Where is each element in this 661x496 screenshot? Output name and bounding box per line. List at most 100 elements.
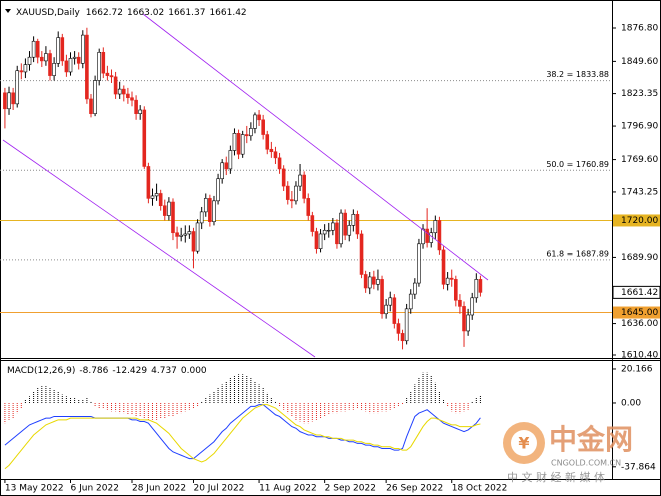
candle-body: [466, 314, 470, 332]
candle-body: [240, 134, 245, 155]
candle-body: [408, 293, 413, 310]
candle-body: [269, 148, 274, 153]
candle-body: [445, 277, 450, 285]
candle-body: [64, 60, 69, 73]
candle-body: [109, 75, 114, 78]
candle-body: [462, 306, 466, 332]
price-level-box: [613, 306, 660, 319]
candle-body: [363, 274, 368, 289]
logo-mark: ¥: [518, 434, 529, 453]
candle-body: [101, 51, 106, 74]
header-value: 1661.37: [168, 8, 205, 18]
candle-body: [253, 114, 257, 129]
header-value: 0.000: [181, 366, 207, 376]
y-tick-label: 1823.35: [621, 89, 658, 99]
candle-body: [113, 76, 118, 95]
candle-body: [322, 229, 327, 235]
candle-body: [355, 214, 360, 235]
logo: [511, 430, 537, 456]
candle-body: [44, 53, 48, 62]
price-panel: 38.2 = 1833.88 50.0 = 1760.89 61.8 = 1687.…: [0, 27, 612, 350]
candle-body: [11, 92, 15, 105]
candle-body: [400, 333, 405, 342]
candle-body: [429, 232, 434, 243]
indicator-name: MACD(12,26,9): [7, 366, 75, 376]
candle-body: [417, 243, 421, 284]
candle-body: [318, 233, 323, 249]
candle-body: [331, 222, 335, 231]
macd-line: [4, 404, 481, 470]
candle-body: [27, 56, 32, 65]
x-tick-label: 28 Jun 2022: [132, 484, 186, 494]
watermark-name: 中金网: [549, 423, 633, 456]
candle-body: [93, 80, 97, 114]
candle-body: [167, 201, 171, 216]
candle-body: [23, 64, 28, 73]
candle-body: [89, 98, 93, 114]
candle-body: [138, 109, 142, 114]
candle-body: [76, 56, 81, 64]
candle-body: [195, 222, 200, 252]
symbol: XAUUSD,Daily: [16, 8, 80, 18]
candle-body: [396, 323, 401, 334]
candle-body: [56, 37, 61, 64]
x-tick-label: 20 Jul 2022: [193, 484, 244, 494]
candle-body: [31, 40, 36, 58]
x-tick-label: 6 Jun 2022: [71, 484, 119, 494]
candle-body: [441, 249, 446, 285]
candle-body: [339, 212, 343, 245]
candle-body: [85, 34, 89, 100]
candle-body: [458, 299, 462, 307]
candle-body: [199, 211, 204, 224]
candle-body: [232, 133, 237, 151]
candle-body: [314, 231, 319, 249]
candle-body: [302, 174, 306, 199]
y-tick-label: 20.166: [621, 364, 653, 374]
x-tick-label: 26 Sep 2022: [386, 484, 443, 494]
candle-body: [449, 277, 454, 280]
price-level-label: 1720.00: [621, 216, 658, 226]
fib-label: 61.8 = 1687.89: [546, 249, 609, 258]
candle-body: [134, 99, 138, 114]
candle-body: [281, 168, 286, 187]
candle-body: [384, 304, 388, 315]
channel-line: [2, 139, 316, 358]
candle-body: [175, 232, 179, 237]
candle-body: [121, 88, 126, 95]
candle-body: [277, 157, 282, 170]
candle-body: [249, 128, 253, 137]
candle-body: [306, 198, 311, 216]
candle-body: [244, 134, 249, 137]
candle-body: [3, 92, 7, 110]
candle-body: [343, 212, 347, 236]
candle-body: [236, 133, 241, 155]
candle-body: [208, 198, 212, 222]
header-value: -8.786: [79, 366, 108, 376]
candle-body: [117, 88, 122, 95]
header-value: 1661.42: [209, 8, 246, 18]
candle-body: [388, 297, 393, 306]
candle-body: [162, 205, 167, 216]
y-tick-label: 1636.00: [621, 319, 658, 329]
watermark-site: CNGOLD.COM.CN: [551, 459, 621, 468]
candle-body: [171, 201, 175, 234]
candle-body: [146, 166, 151, 199]
candle-body: [454, 279, 458, 301]
candle-body: [130, 97, 134, 101]
candle-body: [294, 185, 298, 202]
candle-body: [68, 58, 73, 73]
candle-body: [142, 109, 147, 167]
candle-body: [380, 279, 384, 315]
candle-body: [191, 231, 196, 252]
chart-header: XAUUSD,Daily 1662.72 1663.02 1661.37 1661.42: [16, 8, 247, 18]
y-tick-label: 1849.60: [621, 57, 658, 67]
candle-body: [72, 56, 77, 59]
candle-body: [19, 70, 24, 73]
candle-body: [183, 233, 188, 236]
candle-body: [216, 178, 220, 202]
candle-body: [326, 229, 331, 232]
candle-body: [376, 279, 380, 285]
